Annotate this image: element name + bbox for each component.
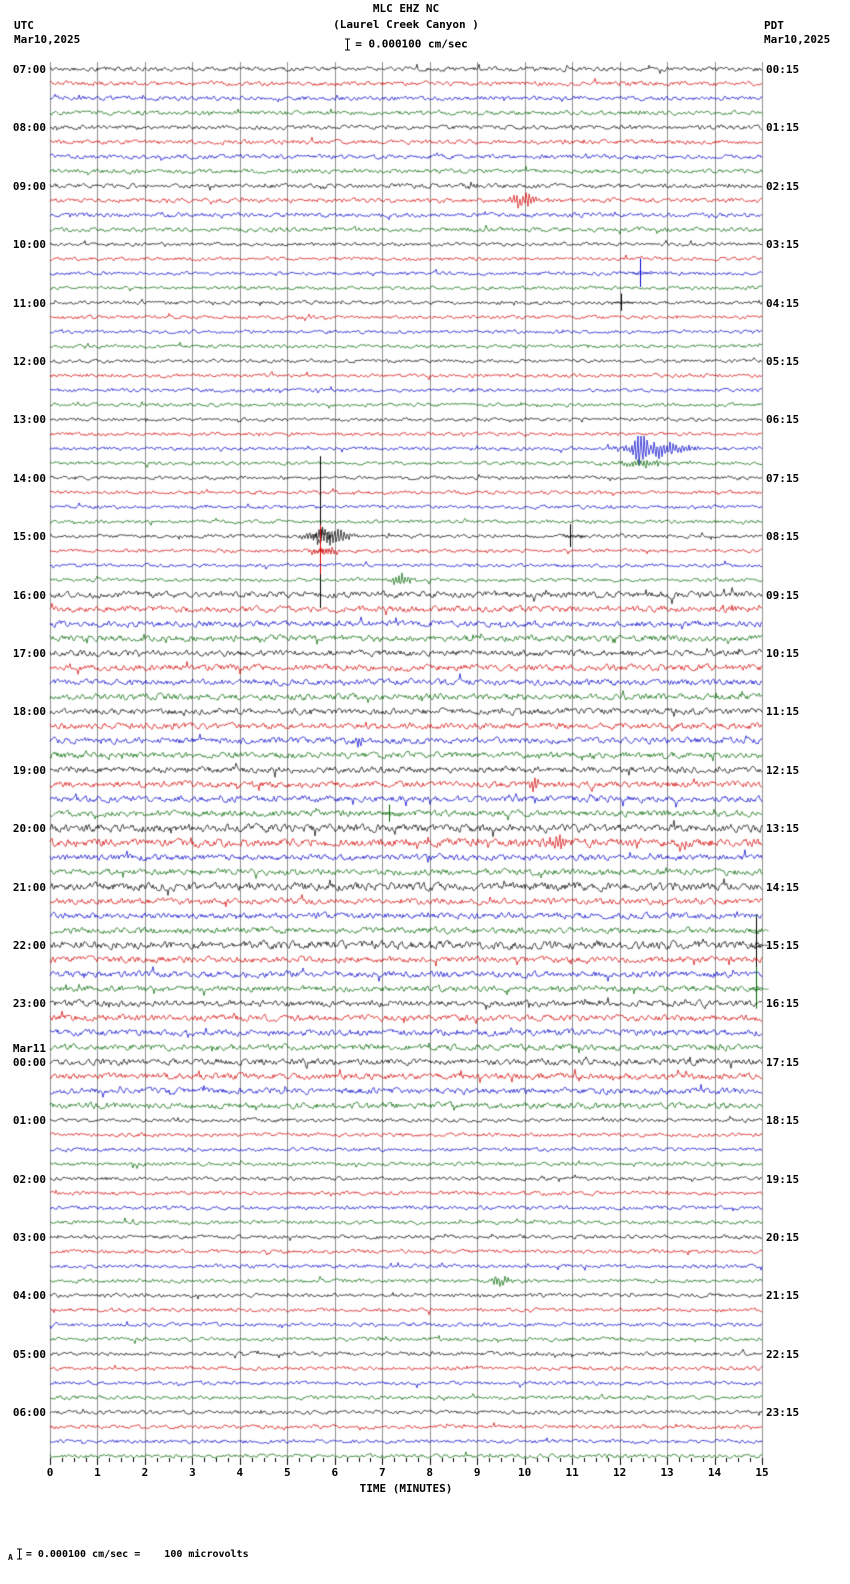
x-tick-label: 1	[94, 1466, 101, 1479]
pdt-hour-label: 21:15	[766, 1289, 800, 1303]
left-date: Mar10,2025	[14, 33, 81, 46]
x-tick-label: 2	[141, 1466, 149, 1479]
footer-note-text: = 0.000100 cm/sec = 100 microvolts	[25, 1549, 249, 1560]
utc-hour-label: 00:00	[12, 1055, 46, 1069]
date-break-label: Mar11	[12, 1041, 46, 1055]
utc-hour-label: 07:00	[12, 63, 46, 76]
pdt-hour-label: 17:15	[766, 1055, 800, 1069]
pdt-hour-label: 16:15	[766, 997, 800, 1011]
pdt-hour-label: 20:15	[766, 1231, 800, 1244]
x-tick-label: 10	[518, 1466, 532, 1479]
pdt-hour-label: 09:15	[766, 588, 800, 602]
x-tick-label: 9	[473, 1466, 481, 1479]
right-timezone: PDT	[764, 19, 784, 32]
scale-bar-icon	[345, 38, 351, 51]
x-tick-label: 7	[378, 1466, 386, 1479]
utc-hour-label: 16:00	[12, 588, 46, 602]
x-tick-label: 3	[189, 1466, 196, 1479]
pdt-hour-label: 04:15	[766, 296, 800, 310]
utc-hour-label: 10:00	[12, 238, 46, 252]
utc-hour-label: 03:00	[12, 1231, 46, 1244]
pdt-hour-label: 02:15	[766, 179, 800, 193]
x-tick-label: 0	[46, 1466, 54, 1479]
utc-hour-label: 11:00	[12, 296, 46, 310]
pdt-hour-label: 14:15	[766, 880, 800, 894]
utc-hour-label: 23:00	[12, 997, 46, 1011]
station-title: MLC EHZ NC	[372, 2, 440, 15]
x-tick-label: 12	[612, 1466, 627, 1479]
utc-hour-label: 17:00	[12, 647, 46, 660]
x-tick-label: 13	[660, 1466, 674, 1479]
scale-legend-text: = 0.000100 cm/sec	[355, 37, 468, 51]
pdt-hour-label: 11:15	[766, 705, 800, 719]
scale-legend: = 0.000100 cm/sec	[50, 38, 762, 51]
station-subtitle: (Laurel Creek Canyon )	[333, 18, 479, 31]
pdt-hour-label: 22:15	[766, 1347, 800, 1361]
scale-bar-icon	[16, 1548, 22, 1560]
utc-hour-label: 21:00	[12, 880, 46, 894]
pdt-hour-label: 19:15	[766, 1172, 800, 1186]
utc-hour-label: 22:00	[12, 939, 46, 952]
utc-hour-label: 09:00	[12, 179, 46, 193]
utc-hour-label: 02:00	[12, 1172, 46, 1186]
x-axis-title: TIME (MINUTES)	[359, 1482, 453, 1495]
pdt-hour-label: 15:15	[766, 939, 800, 952]
utc-hour-label: 01:00	[12, 1114, 46, 1128]
x-tick-label: 11	[565, 1466, 579, 1479]
x-tick-label: 14	[707, 1466, 722, 1479]
pdt-hour-label: 12:15	[766, 763, 800, 777]
utc-hour-label: 05:00	[12, 1347, 46, 1361]
footer-sub-mark: A	[8, 1553, 13, 1562]
x-tick-label: 15	[755, 1466, 769, 1479]
utc-hour-label: 04:00	[12, 1289, 46, 1303]
right-date: Mar10,2025	[764, 33, 831, 46]
x-tick-label: 8	[426, 1466, 434, 1479]
x-tick-label: 5	[284, 1466, 291, 1479]
utc-hour-label: 08:00	[12, 121, 46, 135]
utc-hour-label: 15:00	[12, 530, 46, 544]
left-timezone: UTC	[14, 19, 34, 32]
pdt-hour-label: 07:15	[766, 471, 800, 485]
utc-hour-label: 20:00	[12, 822, 46, 836]
pdt-hour-label: 08:15	[766, 530, 800, 544]
utc-hour-label: 13:00	[12, 413, 46, 427]
pdt-hour-label: 10:15	[766, 647, 800, 660]
x-tick-label: 6	[331, 1466, 339, 1479]
pdt-hour-label: 05:15	[766, 355, 800, 368]
utc-hour-label: 18:00	[12, 705, 46, 719]
pdt-hour-label: 03:15	[766, 238, 800, 252]
pdt-hour-label: 23:15	[766, 1406, 800, 1420]
utc-hour-label: 06:00	[12, 1406, 46, 1420]
pdt-hour-label: 18:15	[766, 1114, 800, 1128]
utc-hour-label: 12:00	[12, 355, 46, 368]
utc-hour-label: 14:00	[12, 471, 46, 485]
pdt-hour-label: 06:15	[766, 413, 800, 427]
pdt-hour-label: 00:15	[766, 63, 800, 76]
pdt-hour-label: 01:15	[766, 121, 800, 135]
footer-scale-note: A = 0.000100 cm/sec = 100 microvolts	[8, 1548, 249, 1562]
utc-hour-label: 19:00	[12, 763, 46, 777]
pdt-hour-label: 13:15	[766, 822, 800, 836]
x-tick-label: 4	[236, 1466, 244, 1479]
